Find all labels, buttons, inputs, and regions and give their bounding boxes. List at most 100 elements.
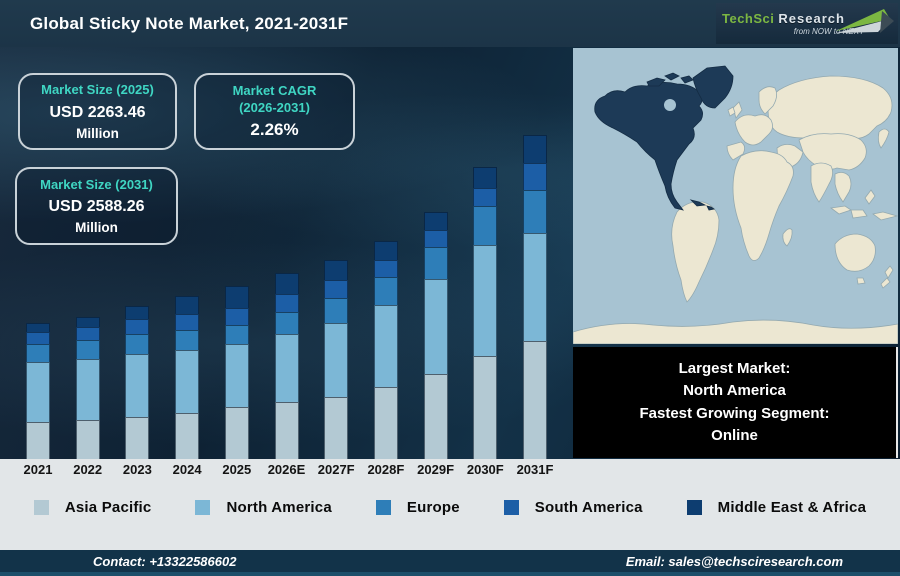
x-axis-label-2027F: 2027F	[317, 462, 355, 477]
region-new-guinea	[872, 211, 898, 221]
bar-segment-middle-east-africa	[125, 306, 150, 319]
bar-2030F	[473, 167, 498, 459]
chart-legend: Asia Pacific North America Europe South Ame…	[0, 499, 900, 516]
bar-segment-europe	[224, 325, 249, 344]
bar-segment-south-america	[523, 163, 547, 190]
footer-email: Email: sales@techsciresearch.com	[625, 553, 843, 569]
continent-north-america-highlight	[594, 82, 703, 211]
bar-segment-south-america	[373, 260, 398, 277]
bar-segment-south-america	[473, 188, 498, 206]
bar-2025	[224, 286, 249, 459]
x-axis-labels: 2021 2022 2023 2024 2025 2026E 2027F 2028F 2029F…	[0, 462, 573, 480]
legend-item-asia-pacific: Asia Pacific	[33, 499, 152, 516]
region-ireland	[727, 106, 736, 117]
footer-bar: Contact: +13322586602 Email: sales@techs…	[0, 550, 900, 576]
bar-segment-asia-pacific	[26, 422, 50, 459]
legend-label: North America	[226, 499, 332, 516]
logo-brand-text: TechSci	[722, 11, 775, 26]
stat-card-market-size-2025: Market Size (2025) USD 2263.46 Million	[18, 73, 177, 150]
bar-segment-europe	[324, 298, 349, 323]
continent-australia	[834, 233, 876, 272]
region-borneo	[850, 209, 868, 219]
bar-2027F	[324, 260, 349, 459]
region-caribbean-highlight	[689, 199, 716, 211]
legend-item-north-america: North America	[195, 499, 332, 516]
techsci-logo: TechSci Research from NOW to NEXT	[716, 3, 898, 44]
stat-card-cagr: Market CAGR (2026-2031) 2.26%	[194, 73, 355, 150]
region-southeast-asia	[834, 172, 852, 203]
axis-legend-strip: 2021 2022 2023 2024 2025 2026E 2027F 2028F 2029F…	[0, 459, 900, 550]
world-map-svg	[573, 48, 898, 344]
bar-segment-asia-pacific	[473, 356, 498, 459]
bar-segment-asia-pacific	[324, 397, 349, 459]
bar-2026E	[274, 273, 299, 459]
bars-layer	[0, 47, 573, 459]
bar-2022	[75, 317, 100, 459]
stat-label: Market CAGR	[232, 83, 317, 99]
bar-segment-middle-east-africa	[523, 135, 547, 163]
bar-segment-europe	[175, 330, 200, 350]
bar-segment-middle-east-africa	[423, 212, 448, 230]
bar-segment-middle-east-africa	[473, 167, 498, 188]
bar-segment-middle-east-africa	[175, 296, 200, 314]
x-axis-label-2021: 2021	[23, 462, 53, 477]
bar-segment-asia-pacific	[523, 341, 547, 459]
bar-2028F	[373, 241, 398, 459]
stat-card-market-size-2031: Market Size (2031) USD 2588.26 Million	[15, 167, 178, 245]
legend-swatch	[375, 500, 391, 515]
region-russia	[767, 75, 893, 140]
legend-item-europe: Europe	[375, 499, 460, 516]
bar-segment-south-america	[26, 332, 50, 344]
footer-contact: Contact: +13322586602	[93, 553, 237, 569]
bar-segment-europe	[423, 247, 448, 279]
bar-segment-north-america	[473, 245, 498, 356]
region-new-zealand	[880, 265, 894, 289]
region-arctic-islands-highlight	[646, 72, 694, 87]
bar-2023	[125, 306, 150, 459]
bar-segment-north-america	[373, 305, 398, 387]
market-callout-box: Largest Market: North America Fastest Gr…	[573, 347, 898, 458]
bar-segment-north-america	[274, 334, 299, 402]
region-british-isles	[732, 101, 743, 119]
legend-item-middle-east-africa: Middle East & Africa	[686, 499, 867, 516]
bar-segment-middle-east-africa	[324, 260, 349, 280]
legend-item-south-america: South America	[503, 499, 643, 516]
chart-area: Market Size (2025) USD 2263.46 Million M…	[0, 47, 900, 459]
callout-line: Largest Market:	[678, 359, 791, 377]
bar-segment-north-america	[224, 344, 249, 407]
legend-swatch	[686, 500, 702, 515]
bar-segment-europe	[473, 206, 498, 245]
bar-segment-europe	[125, 334, 150, 354]
bar-segment-north-america	[423, 279, 448, 374]
bar-segment-europe	[75, 340, 100, 359]
x-axis-label-2022: 2022	[73, 462, 103, 477]
stat-label: Market Size (2025)	[41, 82, 154, 98]
bar-segment-middle-east-africa	[274, 273, 299, 294]
x-axis-label-2031F: 2031F	[516, 462, 554, 477]
x-axis-label-2029F: 2029F	[417, 462, 455, 477]
legend-swatch	[195, 500, 211, 515]
logo-tagline: from NOW to NEXT	[793, 27, 864, 36]
region-philippines	[864, 189, 876, 205]
map-hudson-bay	[664, 99, 676, 111]
bar-segment-europe	[523, 190, 547, 233]
x-axis-label-2026E: 2026E	[267, 462, 306, 477]
legend-swatch	[33, 500, 49, 515]
bar-segment-south-america	[224, 308, 249, 325]
bar-segment-asia-pacific	[224, 407, 249, 459]
stat-value: USD 2263.46	[49, 103, 146, 121]
bar-segment-asia-pacific	[274, 402, 299, 459]
bar-segment-middle-east-africa	[224, 286, 249, 308]
region-iberia	[726, 141, 745, 161]
region-greenland-highlight	[692, 65, 734, 109]
region-scandinavia	[758, 86, 777, 115]
legend-label: Europe	[406, 499, 460, 516]
bar-segment-asia-pacific	[175, 413, 200, 459]
bar-segment-asia-pacific	[373, 387, 398, 459]
bar-2024	[175, 296, 200, 459]
stat-value: USD 2588.26	[48, 198, 145, 216]
stat-unit: Million	[76, 125, 119, 141]
legend-label: Middle East & Africa	[717, 499, 867, 516]
continent-africa	[732, 150, 794, 261]
